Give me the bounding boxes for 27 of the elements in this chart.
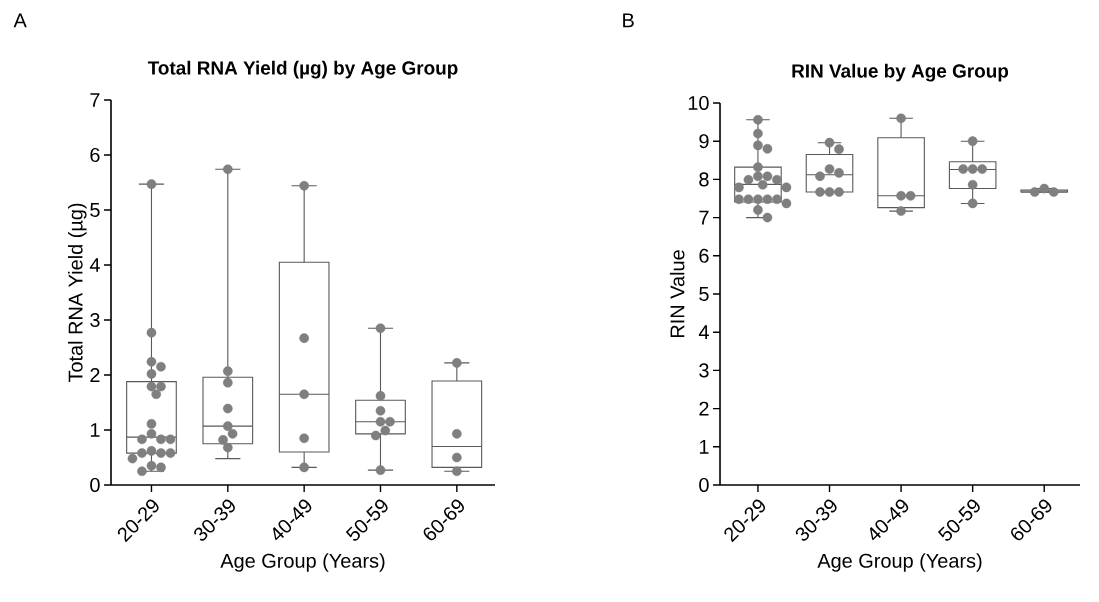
y-tick-label: 2	[699, 401, 709, 416]
y-tick-label: 0	[90, 477, 100, 493]
chart-title: RIN Value by Age Group	[792, 63, 1009, 82]
y-tick-label: 9	[699, 134, 709, 149]
y-tick-label: 0	[699, 477, 709, 493]
y-tick-label: 4	[698, 325, 709, 340]
y-tick-label: 2	[90, 368, 100, 382]
y-tick-label: 6	[90, 147, 100, 163]
y-tick-label: 1	[90, 423, 100, 437]
x-axis-title: Age Group (Years)	[817, 553, 982, 572]
y-tick-label: 1	[699, 439, 709, 454]
y-tick-label: 7	[90, 93, 100, 107]
text: A	[13, 13, 27, 28]
x-axis-title: Age Group (Years)	[220, 553, 385, 572]
y-tick-label: 10	[688, 95, 709, 111]
y-axis-title: RIN Value	[669, 250, 685, 338]
y-tick-label: 5	[699, 287, 709, 301]
y-tick-label: 8	[699, 172, 709, 187]
y-axis-title: Total RNA Yield (µg)	[68, 203, 87, 383]
y-tick-label: 3	[699, 363, 709, 378]
y-tick-label: 3	[90, 312, 100, 328]
chart-title: Total RNA Yield (µg) by Age Group	[147, 60, 458, 79]
y-tick-label: 5	[90, 203, 100, 217]
y-tick-label: 4	[89, 258, 100, 272]
y-tick-label: 7	[699, 210, 709, 225]
y-tick-label: 6	[699, 248, 709, 263]
text: B	[623, 13, 634, 28]
